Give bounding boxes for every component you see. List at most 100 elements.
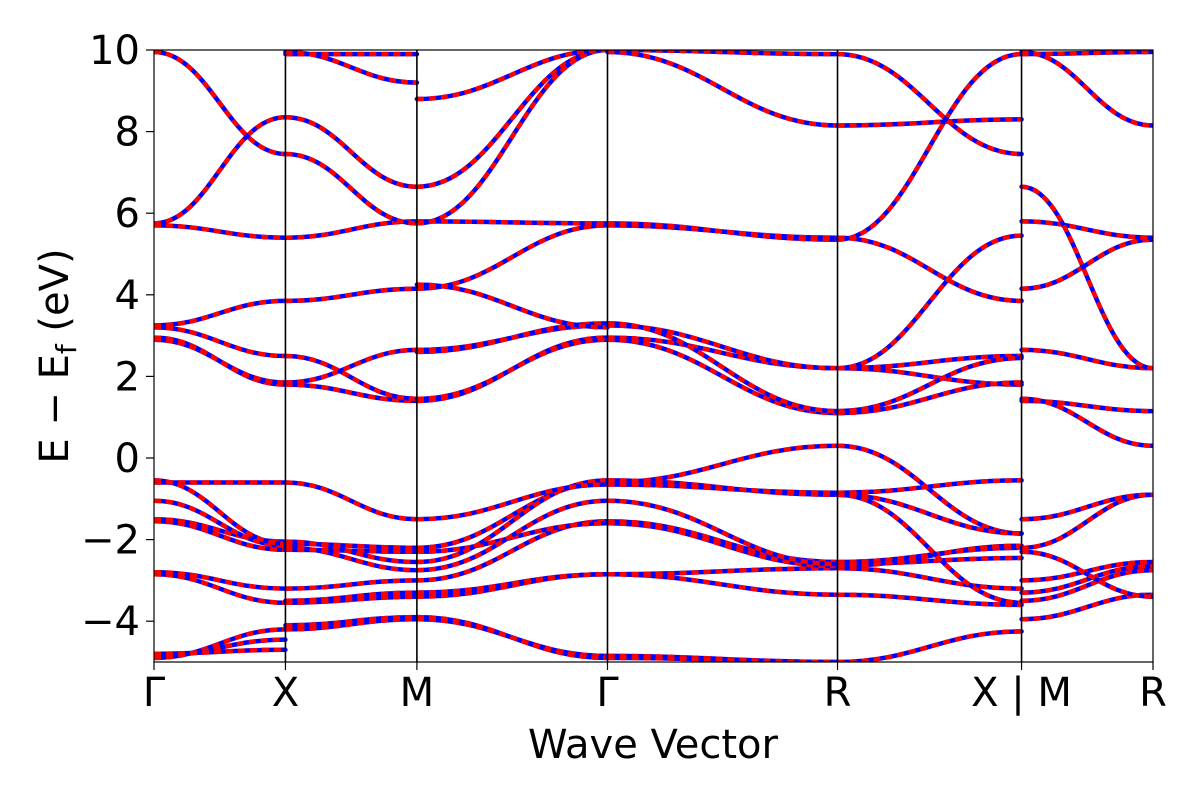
band-3-5-overlay xyxy=(605,521,840,569)
band-0-11 xyxy=(154,337,286,385)
band-0-6 xyxy=(154,516,286,544)
band-0-2 xyxy=(154,647,286,657)
band-2-3 xyxy=(416,572,608,595)
band-1-18-overlay xyxy=(283,50,420,85)
band-1-18 xyxy=(285,50,417,85)
x-tick-label-2: M xyxy=(400,670,435,716)
band-4-1 xyxy=(837,592,1022,608)
y-tick-label-2: 6 xyxy=(115,191,140,237)
band-1-1 xyxy=(285,614,417,628)
band-0-15 xyxy=(154,115,286,226)
band-5-14 xyxy=(1021,50,1153,128)
band-1-12 xyxy=(285,353,417,402)
band-2-17 xyxy=(416,50,608,189)
band-5-5 xyxy=(1021,492,1153,551)
x-tick-label-4: R xyxy=(824,670,852,716)
high-symmetry-lines xyxy=(284,50,1023,662)
band-4-17-overlay xyxy=(835,51,1024,157)
band-5-12-overlay xyxy=(1019,184,1153,371)
band-0-11-overlay xyxy=(154,337,288,385)
band-2-6 xyxy=(416,498,608,573)
band-2-16 xyxy=(416,219,608,226)
y-tick-label-0: 10 xyxy=(89,28,140,74)
x-tick-label-0: Γ xyxy=(143,670,166,716)
band-1-14 xyxy=(285,219,417,240)
band-1-15 xyxy=(285,115,417,189)
band-1-9-overlay xyxy=(283,480,420,522)
band-3-7-overlay xyxy=(605,443,840,485)
band-2-11 xyxy=(416,337,608,402)
band-3-2 xyxy=(607,572,838,597)
band-3-9 xyxy=(607,482,838,495)
band-4-7 xyxy=(837,492,1022,536)
band-0-14 xyxy=(154,223,286,240)
band-0-5 xyxy=(154,518,286,553)
band-4-17 xyxy=(837,51,1022,157)
y-tick-label-4: 2 xyxy=(115,354,140,400)
band-0-7 xyxy=(154,498,286,548)
band-3-3 xyxy=(607,565,838,577)
band-4-9 xyxy=(837,492,1022,606)
x-tick-label-5: X | M xyxy=(971,670,1072,716)
plot-frame xyxy=(153,49,1154,663)
band-0-13 xyxy=(154,298,286,328)
band-2-7 xyxy=(416,480,608,551)
band-2-13 xyxy=(416,321,608,355)
y-axis-ticks: 10 8 6 4 2 0 −2 −4 xyxy=(81,28,154,645)
band-5-6 xyxy=(1021,492,1153,522)
band-1-6 xyxy=(285,545,417,573)
band-4-0 xyxy=(837,629,1022,662)
bands-layer xyxy=(154,50,1153,662)
y-tick-label-6: −2 xyxy=(81,518,140,564)
y-axis-label: E − Ef (eV) xyxy=(32,248,83,463)
band-0-16 xyxy=(154,50,286,157)
band-5-10 xyxy=(1021,237,1153,291)
band-3-11 xyxy=(607,337,838,416)
x-tick-label-3: Γ xyxy=(596,670,619,716)
band-3-12-overlay xyxy=(605,323,840,371)
band-4-2 xyxy=(837,565,1022,591)
band-5-4 xyxy=(1021,549,1153,599)
band-2-1 xyxy=(416,614,608,661)
band-5-0 xyxy=(1021,592,1153,622)
band-5-2 xyxy=(1021,563,1153,595)
band-4-18-overlay xyxy=(835,233,1024,371)
y-tick-label-1: 8 xyxy=(115,110,140,156)
band-5-8 xyxy=(1021,396,1153,449)
band-4-8 xyxy=(837,478,1022,495)
band-3-13 xyxy=(607,321,838,414)
band-4-12 xyxy=(837,353,1022,371)
band-4-6-overlay xyxy=(835,443,1024,536)
band-4-14 xyxy=(837,235,1022,304)
x-axis-ticks: Γ X M Γ R X | M R xyxy=(143,662,1167,716)
band-3-15 xyxy=(607,221,838,242)
band-4-11 xyxy=(837,380,1022,416)
band-1-10 xyxy=(285,382,417,404)
band-1-13 xyxy=(285,286,417,304)
band-3-6 xyxy=(607,498,838,567)
x-tick-label-6: R xyxy=(1139,670,1167,716)
band-0-9 xyxy=(154,478,286,546)
band-3-17 xyxy=(607,50,838,57)
band-5-9 xyxy=(1021,347,1153,371)
band-2-19 xyxy=(416,50,608,102)
y-tick-label-7: −4 xyxy=(81,599,140,645)
band-4-15 xyxy=(837,51,1022,242)
band-4-16 xyxy=(837,117,1022,128)
band-3-16 xyxy=(607,50,838,128)
x-tick-label-1: X xyxy=(272,670,299,716)
band-1-4 xyxy=(285,578,417,591)
band-2-18 xyxy=(416,50,608,226)
band-0-12 xyxy=(154,325,286,359)
band-1-8 xyxy=(285,539,417,565)
band-2-15 xyxy=(416,282,608,330)
band-0-13-overlay xyxy=(154,298,288,328)
band-1-11 xyxy=(285,347,417,385)
x-axis-label: Wave Vector xyxy=(528,722,779,768)
band-0-4 xyxy=(154,569,286,591)
y-tick-label-3: 4 xyxy=(115,273,140,319)
band-4-13 xyxy=(837,355,1022,414)
band-5-3 xyxy=(1021,559,1153,583)
